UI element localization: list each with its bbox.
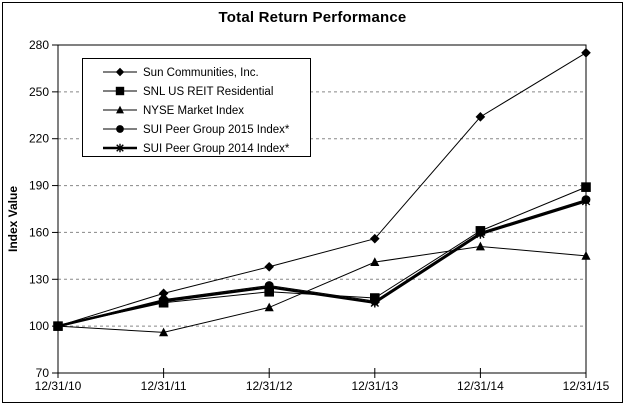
series-line-snl-us-reit-residential — [57, 186, 587, 327]
asterisk-marker-sui-peer-group-2014-index — [581, 196, 591, 206]
series-line-sun-communities-inc — [57, 52, 587, 327]
triangle-marker-nyse-market-index — [159, 327, 169, 337]
series-line-nyse-market-index — [57, 245, 587, 333]
y-tick-label: 190 — [29, 179, 49, 193]
diamond-marker-sun-communities-inc — [581, 48, 591, 58]
asterisk-marker-sui-peer-group-2014-index — [476, 229, 485, 239]
y-tick-label: 220 — [29, 132, 49, 146]
legend-label-sui-peer-group-2015-index: SUI Peer Group 2015 Index* — [143, 124, 290, 136]
square-marker-icon — [115, 86, 125, 96]
triangle-marker-icon — [116, 105, 124, 114]
y-tick-label: 250 — [29, 85, 49, 99]
triangle-marker-nyse-market-index — [370, 257, 380, 266]
asterisk-marker-sui-peer-group-2014-index — [370, 297, 380, 308]
y-tick-label: 280 — [29, 38, 49, 52]
plot-border — [57, 44, 587, 374]
legend-label-sun-communities-inc: Sun Communities, Inc. — [143, 67, 259, 79]
y-tick-label: 130 — [29, 272, 49, 286]
diamond-marker-sun-communities-inc — [370, 233, 380, 244]
square-marker-snl-us-reit-residential — [581, 182, 591, 192]
y-tick-label: 100 — [29, 319, 49, 333]
triangle-marker-nyse-market-index — [581, 251, 591, 260]
triangle-marker-nyse-market-index — [475, 241, 485, 251]
legend-label-nyse-market-index: NYSE Market Index — [143, 105, 244, 117]
y-tick-label: 160 — [29, 225, 49, 239]
asterisk-marker-icon — [116, 143, 124, 153]
x-tick-label: 12/31/12 — [246, 379, 293, 393]
asterisk-marker-sui-peer-group-2014-index — [264, 282, 274, 292]
legend-label-sui-peer-group-2014-index: SUI Peer Group 2014 Index* — [143, 143, 290, 155]
circle-marker-icon — [116, 125, 124, 133]
x-tick-label: 12/31/13 — [351, 379, 398, 393]
legend-label-snl-us-reit-residential: SNL US REIT Residential — [143, 86, 273, 98]
diamond-marker-sun-communities-inc — [264, 261, 274, 272]
series-line-sui-peer-group-2014-index — [57, 199, 587, 328]
asterisk-marker-sui-peer-group-2014-index — [159, 296, 168, 306]
y-tick-label: 70 — [36, 366, 50, 380]
chart-title: Total Return Performance — [218, 9, 407, 26]
diamond-marker-sun-communities-inc — [475, 112, 486, 122]
diamond-marker-icon — [115, 67, 125, 77]
series-line-sui-peer-group-2015-index — [57, 199, 587, 327]
diamond-marker-sun-communities-inc — [158, 288, 169, 299]
x-tick-label: 12/31/11 — [141, 379, 187, 393]
triangle-marker-nyse-market-index — [264, 302, 274, 312]
x-tick-label: 12/31/15 — [563, 379, 610, 393]
x-tick-label: 12/31/14 — [457, 379, 504, 393]
x-tick-label: 12/31/10 — [35, 379, 82, 393]
asterisk-marker-sui-peer-group-2014-index — [53, 321, 63, 331]
